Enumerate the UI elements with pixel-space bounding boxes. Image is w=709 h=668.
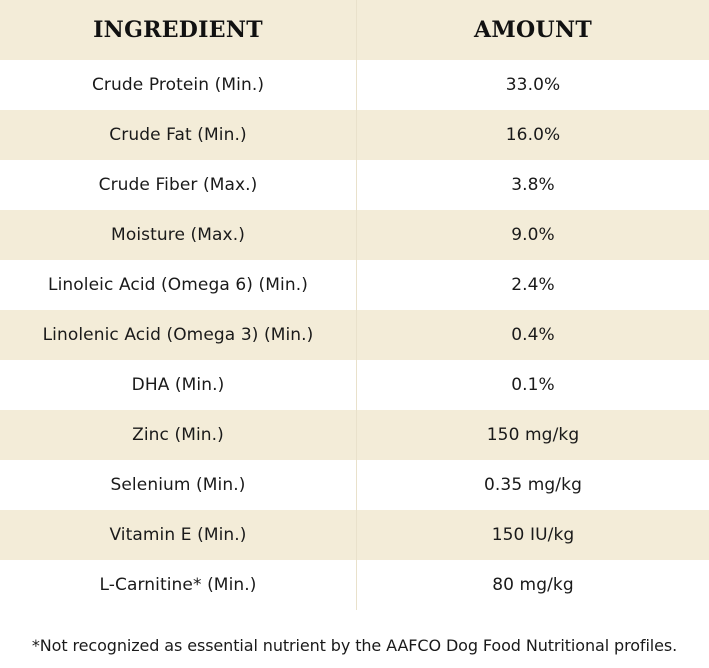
ingredient-cell: Moisture (Max.) — [0, 210, 357, 260]
ingredient-cell: Linolenic Acid (Omega 3) (Min.) — [0, 310, 357, 360]
amount-cell: 150 mg/kg — [486, 425, 580, 445]
amount-cell: 150 IU/kg — [491, 525, 575, 545]
header-ingredient: INGREDIENT — [0, 0, 357, 60]
table-row: Vitamin E (Min.) 150 IU/kg — [0, 510, 709, 560]
table-row: Crude Protein (Min.) 33.0% — [0, 60, 709, 110]
amount-cell: 80 mg/kg — [492, 575, 574, 595]
amount-cell: 33.0% — [505, 75, 561, 95]
table-row: L-Carnitine* (Min.) 80 mg/kg — [0, 560, 709, 610]
amount-cell: 0.35 mg/kg — [484, 475, 582, 495]
ingredient-cell: Crude Protein (Min.) — [0, 60, 357, 110]
header-amount: AMOUNT — [473, 17, 593, 43]
ingredient-cell: Linoleic Acid (Omega 6) (Min.) — [0, 260, 357, 310]
table-row: Linoleic Acid (Omega 6) (Min.) 2.4% — [0, 260, 709, 310]
nutrition-table: INGREDIENT AMOUNT Crude Protein (Min.) 3… — [0, 0, 709, 610]
amount-cell: 0.4% — [511, 325, 555, 345]
amount-cell: 2.4% — [511, 275, 555, 295]
ingredient-cell: Zinc (Min.) — [0, 410, 357, 460]
ingredient-cell: DHA (Min.) — [0, 360, 357, 410]
table-row: Crude Fiber (Max.) 3.8% — [0, 160, 709, 210]
table-row: Crude Fat (Min.) 16.0% — [0, 110, 709, 160]
amount-cell: 0.1% — [511, 375, 555, 395]
footnote: *Not recognized as essential nutrient by… — [31, 636, 678, 655]
ingredient-cell: Crude Fiber (Max.) — [0, 160, 357, 210]
amount-cell: 3.8% — [511, 175, 555, 195]
table-row: Moisture (Max.) 9.0% — [0, 210, 709, 260]
ingredient-cell: Vitamin E (Min.) — [0, 510, 357, 560]
table-header: INGREDIENT AMOUNT — [0, 0, 709, 60]
table-row: DHA (Min.) 0.1% — [0, 360, 709, 410]
amount-cell: 9.0% — [511, 225, 555, 245]
table-row: Selenium (Min.) 0.35 mg/kg — [0, 460, 709, 510]
table-row: Linolenic Acid (Omega 3) (Min.) 0.4% — [0, 310, 709, 360]
ingredient-cell: Selenium (Min.) — [0, 460, 357, 510]
table-row: Zinc (Min.) 150 mg/kg — [0, 410, 709, 460]
ingredient-cell: Crude Fat (Min.) — [0, 110, 357, 160]
amount-cell: 16.0% — [505, 125, 561, 145]
ingredient-cell: L-Carnitine* (Min.) — [0, 560, 357, 610]
